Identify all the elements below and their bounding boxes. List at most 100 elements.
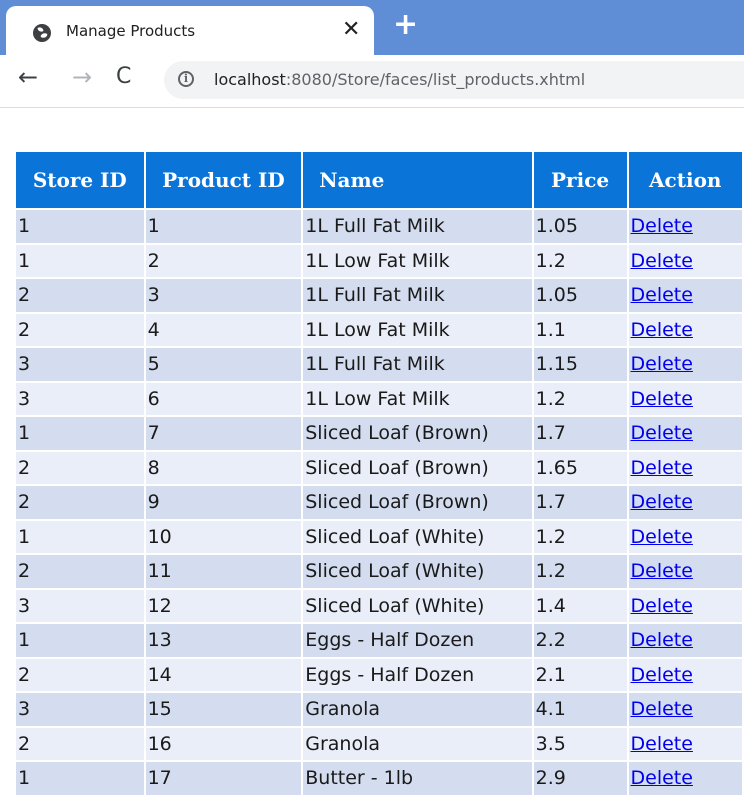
- browser-toolbar: ← → C i localhost:8080/Store/faces/list_…: [0, 55, 744, 108]
- cell-product-id: 16: [145, 727, 302, 760]
- table-row: 1 13 Eggs - Half Dozen 2.2 Delete: [16, 624, 742, 657]
- close-tab-icon[interactable]: ✕: [342, 17, 361, 42]
- cell-name: Butter - 1lb: [303, 762, 532, 795]
- table-row: 2 14 Eggs - Half Dozen 2.1 Delete: [16, 658, 742, 691]
- cell-name: Sliced Loaf (Brown): [303, 417, 532, 450]
- table-row: 1 10 Sliced Loaf (White) 1.2 Delete: [16, 520, 742, 553]
- cell-product-id: 9: [145, 486, 302, 519]
- cell-product-id: 4: [145, 313, 302, 346]
- globe-icon: [33, 24, 51, 42]
- cell-store-id: 2: [16, 451, 144, 484]
- reload-icon[interactable]: C: [116, 64, 132, 89]
- cell-store-id: 1: [16, 244, 144, 277]
- cell-action: Delete: [628, 313, 742, 346]
- table-row: 1 2 1L Low Fat Milk 1.2 Delete: [16, 244, 742, 277]
- cell-action: Delete: [628, 762, 742, 795]
- cell-product-id: 2: [145, 244, 302, 277]
- cell-store-id: 1: [16, 520, 144, 553]
- cell-product-id: 15: [145, 693, 302, 726]
- url-host: localhost: [214, 70, 286, 89]
- table-row: 2 3 1L Full Fat Milk 1.05 Delete: [16, 279, 742, 312]
- column-header-store-id: Store ID: [16, 152, 144, 208]
- cell-name: Eggs - Half Dozen: [303, 658, 532, 691]
- cell-price: 1.05: [533, 210, 627, 243]
- url-text[interactable]: localhost:8080/Store/faces/list_products…: [214, 70, 585, 89]
- cell-name: 1L Low Fat Milk: [303, 382, 532, 415]
- cell-product-id: 14: [145, 658, 302, 691]
- cell-price: 1.65: [533, 451, 627, 484]
- cell-action: Delete: [628, 727, 742, 760]
- delete-link[interactable]: Delete: [630, 594, 693, 617]
- cell-product-id: 3: [145, 279, 302, 312]
- cell-action: Delete: [628, 417, 742, 450]
- cell-action: Delete: [628, 279, 742, 312]
- info-icon[interactable]: i: [178, 71, 194, 87]
- table-row: 1 7 Sliced Loaf (Brown) 1.7 Delete: [16, 417, 742, 450]
- cell-name: Eggs - Half Dozen: [303, 624, 532, 657]
- url-path: :8080/Store/faces/list_products.xhtml: [285, 70, 586, 89]
- browser-tab-strip: Manage Products ✕ +: [0, 0, 744, 55]
- cell-store-id: 1: [16, 624, 144, 657]
- delete-link[interactable]: Delete: [630, 525, 693, 548]
- delete-link[interactable]: Delete: [630, 698, 693, 721]
- address-bar[interactable]: i localhost:8080/Store/faces/list_produc…: [164, 61, 744, 99]
- cell-name: Sliced Loaf (White): [303, 520, 532, 553]
- cell-name: 1L Full Fat Milk: [303, 348, 532, 381]
- cell-name: Granola: [303, 727, 532, 760]
- cell-store-id: 3: [16, 348, 144, 381]
- cell-action: Delete: [628, 486, 742, 519]
- table-row: 2 11 Sliced Loaf (White) 1.2 Delete: [16, 555, 742, 588]
- cell-action: Delete: [628, 348, 742, 381]
- new-tab-button[interactable]: +: [393, 7, 419, 42]
- cell-action: Delete: [628, 210, 742, 243]
- delete-link[interactable]: Delete: [630, 767, 693, 790]
- table-row: 2 9 Sliced Loaf (Brown) 1.7 Delete: [16, 486, 742, 519]
- column-header-action: Action: [628, 152, 742, 208]
- delete-link[interactable]: Delete: [630, 560, 693, 583]
- delete-link[interactable]: Delete: [630, 422, 693, 445]
- delete-link[interactable]: Delete: [630, 629, 693, 652]
- cell-price: 1.2: [533, 244, 627, 277]
- cell-product-id: 12: [145, 589, 302, 622]
- cell-store-id: 3: [16, 382, 144, 415]
- delete-link[interactable]: Delete: [630, 318, 693, 341]
- table-header-row: Store ID Product ID Name Price Action: [16, 152, 742, 208]
- back-arrow-icon[interactable]: ←: [18, 63, 39, 91]
- cell-name: Sliced Loaf (Brown): [303, 451, 532, 484]
- cell-store-id: 1: [16, 762, 144, 795]
- delete-link[interactable]: Delete: [630, 456, 693, 479]
- cell-store-id: 2: [16, 279, 144, 312]
- cell-product-id: 13: [145, 624, 302, 657]
- forward-arrow-icon[interactable]: →: [72, 63, 93, 91]
- delete-link[interactable]: Delete: [630, 284, 693, 307]
- cell-price: 2.1: [533, 658, 627, 691]
- cell-store-id: 3: [16, 693, 144, 726]
- cell-name: Granola: [303, 693, 532, 726]
- table-row: 2 4 1L Low Fat Milk 1.1 Delete: [16, 313, 742, 346]
- cell-price: 1.05: [533, 279, 627, 312]
- cell-name: Sliced Loaf (White): [303, 555, 532, 588]
- browser-tab[interactable]: Manage Products ✕: [6, 6, 374, 55]
- column-header-price: Price: [533, 152, 627, 208]
- cell-action: Delete: [628, 589, 742, 622]
- delete-link[interactable]: Delete: [630, 663, 693, 686]
- cell-name: Sliced Loaf (White): [303, 589, 532, 622]
- delete-link[interactable]: Delete: [630, 249, 693, 272]
- table-row: 3 6 1L Low Fat Milk 1.2 Delete: [16, 382, 742, 415]
- cell-product-id: 11: [145, 555, 302, 588]
- table-row: 1 17 Butter - 1lb 2.9 Delete: [16, 762, 742, 795]
- delete-link[interactable]: Delete: [630, 215, 693, 238]
- column-header-product-id: Product ID: [145, 152, 302, 208]
- delete-link[interactable]: Delete: [630, 353, 693, 376]
- table-row: 3 12 Sliced Loaf (White) 1.4 Delete: [16, 589, 742, 622]
- delete-link[interactable]: Delete: [630, 387, 693, 410]
- delete-link[interactable]: Delete: [630, 732, 693, 755]
- cell-action: Delete: [628, 382, 742, 415]
- table-row: 3 5 1L Full Fat Milk 1.15 Delete: [16, 348, 742, 381]
- table-row: 2 16 Granola 3.5 Delete: [16, 727, 742, 760]
- delete-link[interactable]: Delete: [630, 491, 693, 514]
- table-body: 1 1 1L Full Fat Milk 1.05 Delete 1 2 1L Low Fat…: [16, 210, 742, 795]
- table-row: 3 15 Granola 4.1 Delete: [16, 693, 742, 726]
- cell-price: 1.2: [533, 555, 627, 588]
